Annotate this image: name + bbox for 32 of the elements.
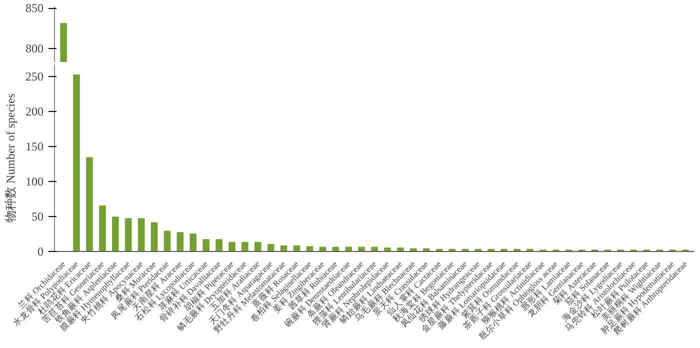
y-axis-title: 物种数 Number of species: [4, 93, 18, 222]
y-tick-label: 0: [38, 244, 44, 258]
y-tick-label: 150: [26, 139, 44, 154]
bar: [216, 239, 222, 252]
bar: [124, 218, 132, 252]
bar: [73, 74, 80, 252]
bar: [112, 216, 119, 252]
bar: [358, 246, 365, 252]
y-tick-label: 50: [32, 209, 44, 224]
bar: [254, 242, 262, 252]
bar: [176, 232, 184, 252]
y-tick-label: 850: [26, 1, 44, 16]
bar: [242, 242, 248, 252]
bar: [267, 244, 274, 252]
bar: [384, 248, 391, 252]
bar: [99, 205, 106, 252]
y-tick-label: 100: [26, 174, 44, 188]
y-tick-label: 250: [26, 69, 44, 84]
bar: [371, 246, 378, 252]
bar: [150, 222, 158, 252]
bar: [190, 233, 197, 252]
bar: [306, 246, 314, 252]
bar: [345, 246, 352, 252]
bar: [202, 239, 210, 252]
y-tick-label: 800: [26, 42, 44, 56]
bar: [138, 218, 145, 252]
bar: [396, 248, 404, 252]
bar: [164, 230, 171, 252]
bar: [228, 242, 236, 252]
y-tick-label: 200: [26, 104, 44, 118]
bar: [410, 248, 417, 252]
bar: [86, 157, 93, 252]
